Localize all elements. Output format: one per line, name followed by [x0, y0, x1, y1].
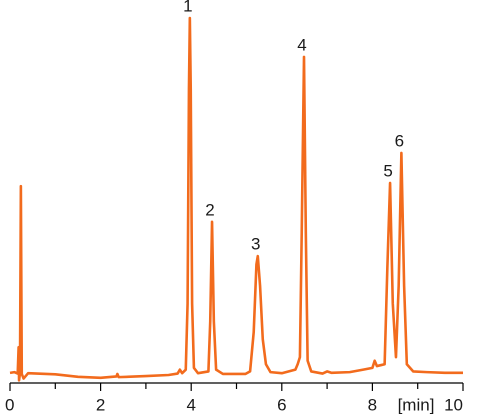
peak-label: 5 — [383, 161, 392, 180]
peak-label: 1 — [183, 0, 192, 15]
peak-label: 4 — [297, 35, 306, 54]
x-axis-label: [min] — [398, 395, 435, 414]
peak-label: 3 — [251, 235, 260, 254]
chromatogram-line — [9, 16, 463, 382]
x-tick-label: 10 — [444, 395, 463, 414]
x-tick-label: 0 — [5, 395, 14, 414]
x-tick-label: 4 — [186, 395, 195, 414]
x-tick-label: 8 — [368, 395, 377, 414]
x-tick-label: 6 — [277, 395, 286, 414]
peak-label: 6 — [395, 131, 404, 150]
peak-label: 2 — [205, 200, 214, 219]
x-tick-label: 2 — [96, 395, 105, 414]
